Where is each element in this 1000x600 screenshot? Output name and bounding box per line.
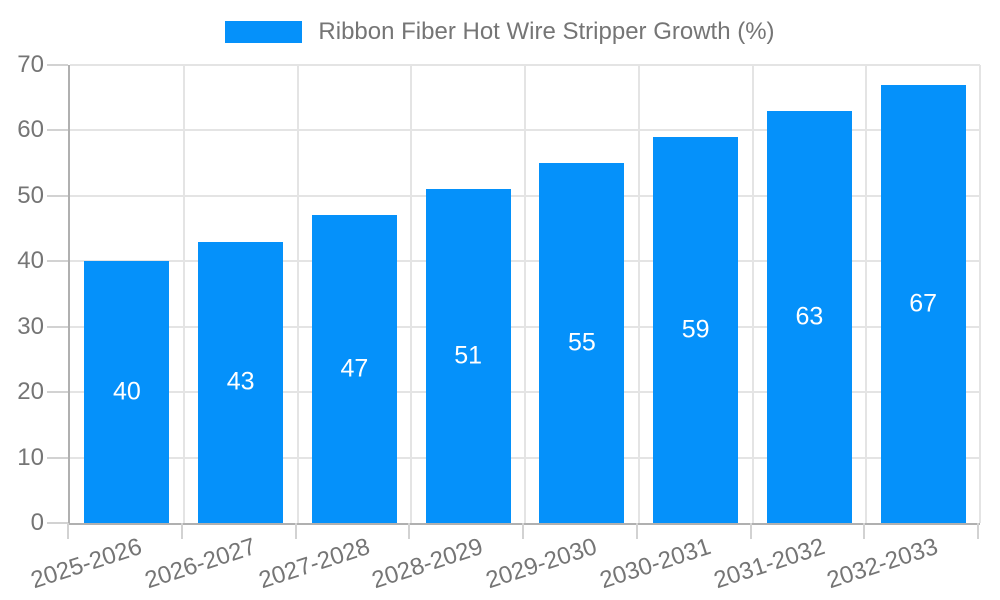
bar: 63 (766, 110, 852, 523)
gridline-vertical (751, 65, 754, 523)
bar-value-label: 43 (226, 367, 255, 396)
bar-value-label: 63 (795, 302, 824, 331)
legend[interactable]: Ribbon Fiber Hot Wire Stripper Growth (%… (0, 18, 1000, 46)
x-axis-label: 2028-2029 (368, 533, 487, 595)
x-axis-tick (749, 523, 752, 539)
bar: 67 (880, 84, 966, 523)
x-axis-label: 2029-2030 (482, 533, 601, 595)
y-axis-tick (47, 325, 68, 328)
x-axis-label: 2030-2031 (596, 533, 714, 595)
gridline-vertical (865, 65, 868, 523)
y-axis-label: 20 (17, 378, 44, 406)
x-axis-tick (635, 523, 638, 539)
y-axis-label: 40 (17, 247, 44, 275)
y-axis-tick (47, 391, 68, 394)
x-axis-label: 2032-2033 (823, 533, 942, 595)
y-axis-tick (47, 260, 68, 263)
x-axis-label: 2031-2032 (710, 533, 828, 595)
bar-value-label: 47 (340, 354, 369, 383)
y-axis-tick (47, 456, 68, 459)
legend-swatch[interactable] (225, 21, 303, 43)
bar: 40 (84, 261, 170, 523)
x-axis-label: 2026-2027 (141, 533, 259, 595)
bar: 43 (198, 241, 284, 523)
y-axis-tick (47, 522, 68, 524)
x-axis-tick (294, 523, 297, 539)
y-axis-label: 30 (17, 312, 44, 340)
gridline-vertical (524, 65, 526, 523)
y-axis-tick (47, 64, 68, 66)
gridline-vertical (637, 65, 640, 523)
x-axis-label: 2027-2028 (255, 533, 373, 595)
gridline-vertical (410, 65, 413, 523)
y-axis-label: 50 (17, 181, 44, 209)
y-axis-label: 70 (17, 51, 44, 78)
x-axis-tick (67, 523, 69, 539)
bar-value-label: 67 (909, 289, 938, 318)
x-axis-label: 2025-2026 (27, 533, 146, 595)
y-axis-label: 60 (17, 116, 44, 144)
y-axis-label: 0 (30, 509, 44, 536)
bar: 59 (653, 136, 739, 523)
bar-value-label: 55 (567, 328, 596, 357)
legend-label: Ribbon Fiber Hot Wire Stripper Growth (%… (318, 18, 775, 45)
gridline-vertical (296, 65, 299, 523)
x-axis-tick (977, 523, 979, 539)
gridline-vertical (182, 65, 185, 523)
x-axis-tick (408, 523, 411, 539)
x-axis-tick (522, 523, 524, 539)
y-axis-tick (47, 194, 68, 197)
y-axis-tick (47, 129, 68, 132)
bar-value-label: 59 (681, 315, 710, 344)
bar: 51 (425, 189, 511, 523)
plot-area: 40 43 47 51 55 59 63 67 (68, 64, 981, 525)
bar-value-label: 40 (112, 377, 141, 406)
x-axis-tick (180, 523, 183, 539)
x-axis-tick (863, 523, 866, 539)
bar: 47 (311, 215, 397, 523)
bar: 55 (539, 163, 625, 523)
bar-value-label: 51 (454, 341, 483, 370)
gridline-vertical (979, 65, 981, 523)
y-axis-label: 10 (17, 443, 44, 471)
